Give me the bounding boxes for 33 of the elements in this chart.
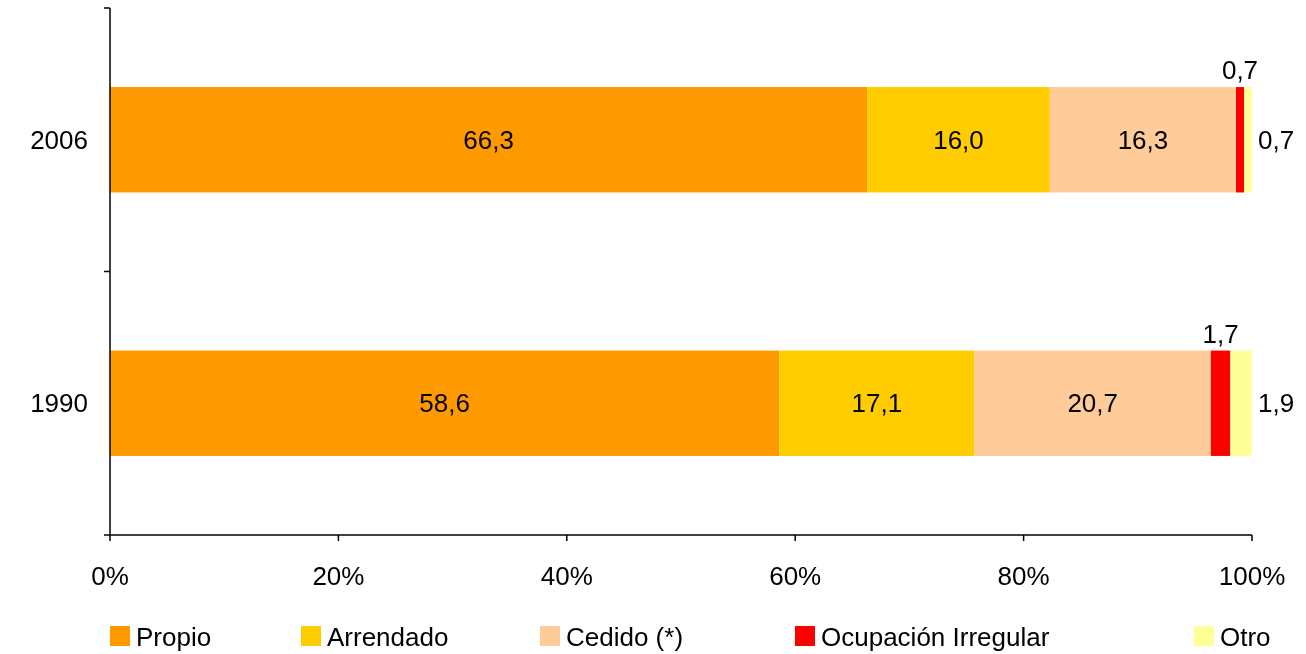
y-tick-label: 2006	[30, 124, 88, 155]
y-tick-label: 1990	[30, 388, 88, 419]
x-tick-label: 60%	[769, 561, 822, 591]
legend-label: Ocupación Irregular	[821, 622, 1050, 652]
x-tick-label: 0%	[91, 561, 129, 591]
x-tick-label: 40%	[540, 561, 593, 591]
data-label: 58,6	[419, 388, 470, 419]
bar	[110, 350, 780, 456]
data-label: 0,7	[1258, 124, 1295, 155]
legend-label: Arrendado	[327, 622, 449, 652]
data-label: 66,3	[463, 124, 514, 155]
bar	[867, 87, 1050, 193]
bar	[1244, 87, 1252, 193]
data-label: 1,7	[1202, 318, 1239, 349]
data-label: 16,0	[933, 124, 984, 155]
x-tick-label: 20%	[312, 561, 365, 591]
bar	[974, 350, 1211, 456]
bar	[1230, 350, 1252, 456]
bar	[1049, 87, 1237, 193]
legend-label: Otro	[1220, 622, 1271, 652]
data-label: 20,7	[1067, 388, 1118, 419]
data-label: 17,1	[851, 388, 903, 419]
data-label: 0,7	[1221, 55, 1259, 86]
legend-label: Cedido (*)	[566, 622, 684, 652]
legend-label: Propio	[136, 622, 212, 652]
bar	[1236, 87, 1244, 193]
bar	[110, 87, 868, 193]
data-label: 1,9	[1258, 388, 1295, 419]
data-label: 16,3	[1117, 124, 1169, 155]
x-tick-label: 80%	[997, 561, 1050, 591]
x-tick-label: 100%	[1218, 561, 1286, 591]
bar	[779, 350, 975, 456]
bar	[1210, 350, 1231, 456]
